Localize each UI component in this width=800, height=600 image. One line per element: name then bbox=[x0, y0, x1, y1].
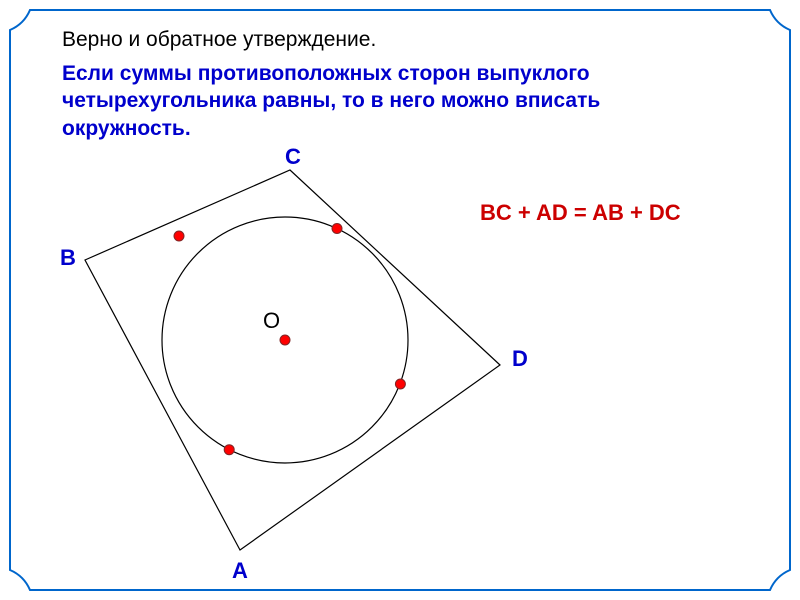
vertex-label-a: A bbox=[232, 558, 248, 584]
vertex-label-d: D bbox=[512, 346, 528, 372]
theorem-text: Если суммы противоположных сторон выпукл… bbox=[62, 60, 682, 142]
center-label-o: O bbox=[263, 308, 280, 334]
geometry-diagram bbox=[60, 150, 560, 570]
vertex-label-c: C bbox=[285, 144, 301, 170]
vertex-label-b: B bbox=[60, 245, 76, 271]
center-point bbox=[280, 335, 290, 345]
quadrilateral bbox=[85, 170, 500, 550]
title-text: Верно и обратное утверждение. bbox=[62, 28, 376, 52]
